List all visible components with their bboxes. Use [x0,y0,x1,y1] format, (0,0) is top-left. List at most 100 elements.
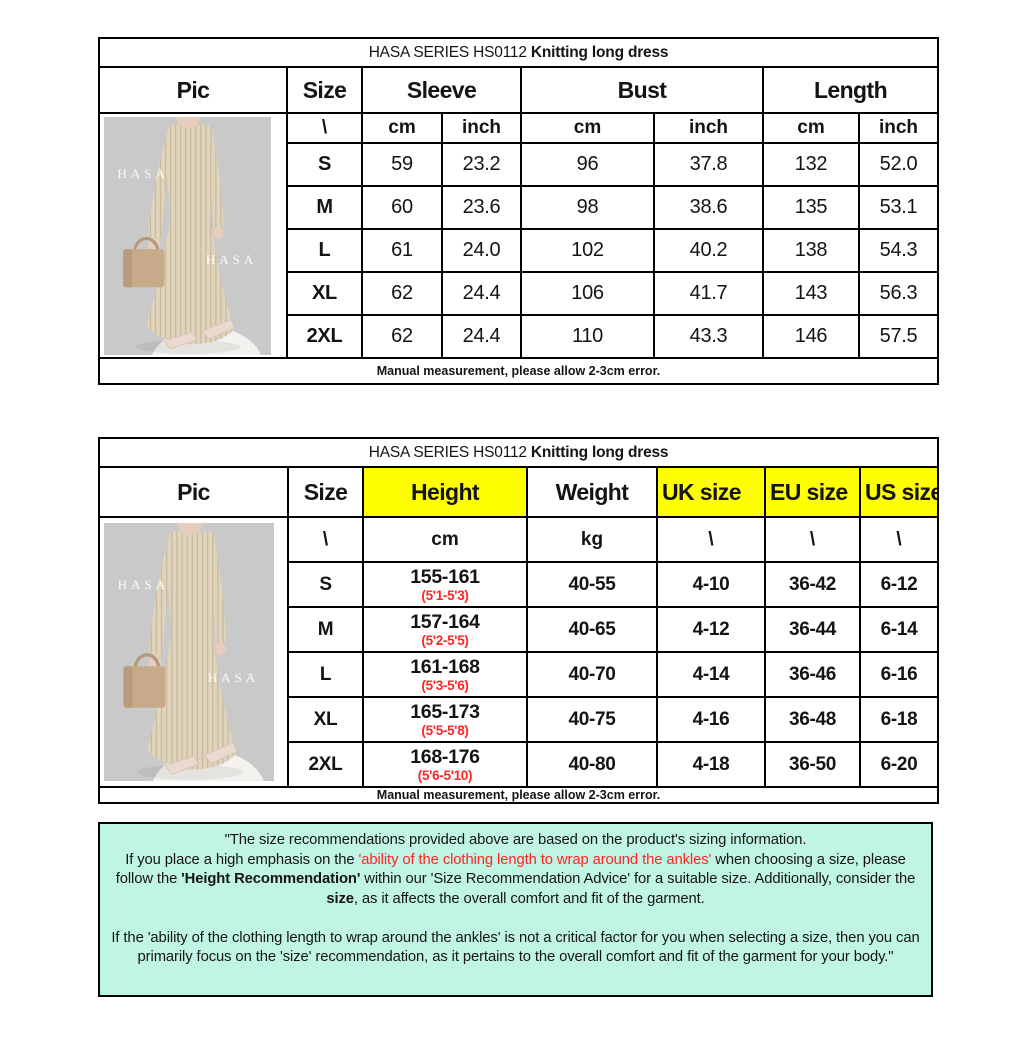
eu-size-value: 36-46 [764,651,861,698]
height-cm-range: 168-176 [410,745,480,768]
length-cm-value: 143 [762,271,860,316]
size-label: M [287,606,364,653]
measurement-disclaimer: Manual measurement, please allow 2-3cm e… [97,786,940,804]
table1-subheader-slash: \ [286,112,363,144]
table1-header-sleeve: Sleeve [361,66,522,114]
table2-header-uk-size: UK size [656,466,766,518]
size-label: XL [286,271,363,316]
note-text: within our 'Size Recommendation Advice' … [360,871,916,888]
measurement-table: HASA SERIES HS0112 Knitting long dress P… [98,37,939,385]
length-cm-value: 132 [762,142,860,187]
uk-size-value: 4-18 [656,741,766,788]
note-line-1: "The size recommendations provided above… [224,832,807,848]
table2-subheader-height-cm: cm [362,516,528,563]
size-label: L [286,228,363,273]
table-row: M 157-164 (5'2-5'5) 40-65 4-12 36-44 6-14 [99,606,940,653]
note-text: when choosing a size, please follow the [115,851,906,888]
size-recommendation-note: "The size recommendations provided above… [98,822,933,997]
handbag-illustration [123,248,165,287]
sleeve-cm-value: 61 [361,228,443,273]
watermark-text: HASA [205,252,258,268]
table-row: XL 165-173 (5'5-5'8) 40-75 4-16 36-48 6-1… [99,696,940,743]
height-cm-range: 165-173 [410,700,480,723]
shoe-illustration [202,318,236,339]
table1-subheader-sleeve-inch: inch [441,112,522,144]
bust-cm-value: 106 [520,271,655,316]
height-ft-range: (5'2-5'5) [421,632,469,648]
uk-size-value: 4-14 [656,651,766,698]
length-inch-value: 53.1 [858,185,939,230]
table-row: L 61 24.0 102 40.2 138 54.3 [99,228,939,273]
table1-title: HASA SERIES HS0112 Knitting long dress [98,37,939,68]
watermark-text: HASA [117,166,169,182]
us-size-value: 6-18 [858,696,940,743]
size-label: 2XL [286,314,363,359]
length-cm-value: 138 [762,228,860,273]
note-bold-size: size [326,891,354,908]
size-label: 2XL [287,741,364,788]
length-inch-value: 54.3 [858,228,939,273]
weight-value: 40-65 [526,606,658,653]
bust-inch-value: 43.3 [653,314,764,359]
note-text: If you place a high emphasis on the [125,851,359,868]
us-size-value: 6-20 [858,741,940,788]
eu-size-value: 36-42 [764,561,861,608]
height-cm-range: 161-168 [410,655,480,678]
sleeve-cm-value: 62 [361,271,443,316]
note-red-highlight: 'ability of the clothing length to wrap … [358,851,712,868]
sleeve-cm-value: 62 [361,314,443,359]
table1-subheader-sleeve-cm: cm [361,112,443,144]
height-ft-range: (5'5-5'8) [421,722,469,738]
eu-size-value: 36-50 [764,741,861,788]
table-row: L 161-168 (5'3-5'6) 40-70 4-14 36-46 6-16 [99,651,940,698]
size-label: L [287,651,364,698]
bust-cm-value: 96 [520,142,655,187]
length-inch-value: 52.0 [858,142,939,187]
table2-subheader-weight-kg: kg [526,516,658,563]
length-inch-value: 56.3 [858,271,939,316]
eu-size-value: 36-44 [764,606,861,653]
table1-header-length: Length [762,66,939,114]
uk-size-value: 4-12 [656,606,766,653]
table1-subheader-length-inch: inch [858,112,939,144]
table1-subheader-length-cm: cm [762,112,860,144]
dress-illustration [104,523,274,781]
table-row: M 60 23.6 98 38.6 135 53.1 [99,185,939,230]
bust-cm-value: 98 [520,185,655,230]
watermark-text: HASA [207,670,260,686]
length-inch-value: 57.5 [858,314,939,359]
weight-value: 40-80 [526,741,658,788]
shoe-illustration [164,755,199,775]
bust-inch-value: 38.6 [653,185,764,230]
table-row: S 59 23.2 96 37.8 132 52.0 [99,142,939,187]
table2-subheader-eu-slash: \ [764,516,861,563]
bust-inch-value: 40.2 [653,228,764,273]
us-size-value: 6-16 [858,651,940,698]
height-value: 157-164 (5'2-5'5) [362,606,528,653]
shoe-illustration [203,742,238,764]
eu-size-value: 36-48 [764,696,861,743]
table2-subheader-slash: \ [287,516,364,563]
handbag-handle [132,236,160,252]
sleeve-inch-value: 23.6 [441,185,522,230]
table2-subheader-us-slash: \ [858,516,940,563]
weight-value: 40-70 [526,651,658,698]
table2-header-us-size: US size [858,466,940,518]
table-row: 2XL 62 24.4 110 43.3 146 57.5 [99,314,939,359]
table1-title-series: HASA SERIES HS0112 [368,43,531,61]
size-label: S [286,142,363,187]
table1-subheader-bust-cm: cm [520,112,655,144]
table2-header-weight: Weight [526,466,658,518]
table2-title: HASA SERIES HS0112 Knitting long dress [97,437,940,468]
sleeve-cm-value: 60 [361,185,443,230]
watermark-text: HASA [117,577,169,593]
height-value: 168-176 (5'6-5'10) [362,741,528,788]
handbag-handle [133,653,161,670]
table2-title-series: HASA SERIES HS0112 [368,443,531,461]
table2-header-pic: Pic [98,466,289,518]
table1-product-photo-cell: HASA HASA [98,112,288,359]
size-label: XL [287,696,364,743]
height-cm-range: 157-164 [410,610,480,633]
height-cm-range: 155-161 [410,565,480,588]
height-value: 155-161 (5'1-5'3) [362,561,528,608]
